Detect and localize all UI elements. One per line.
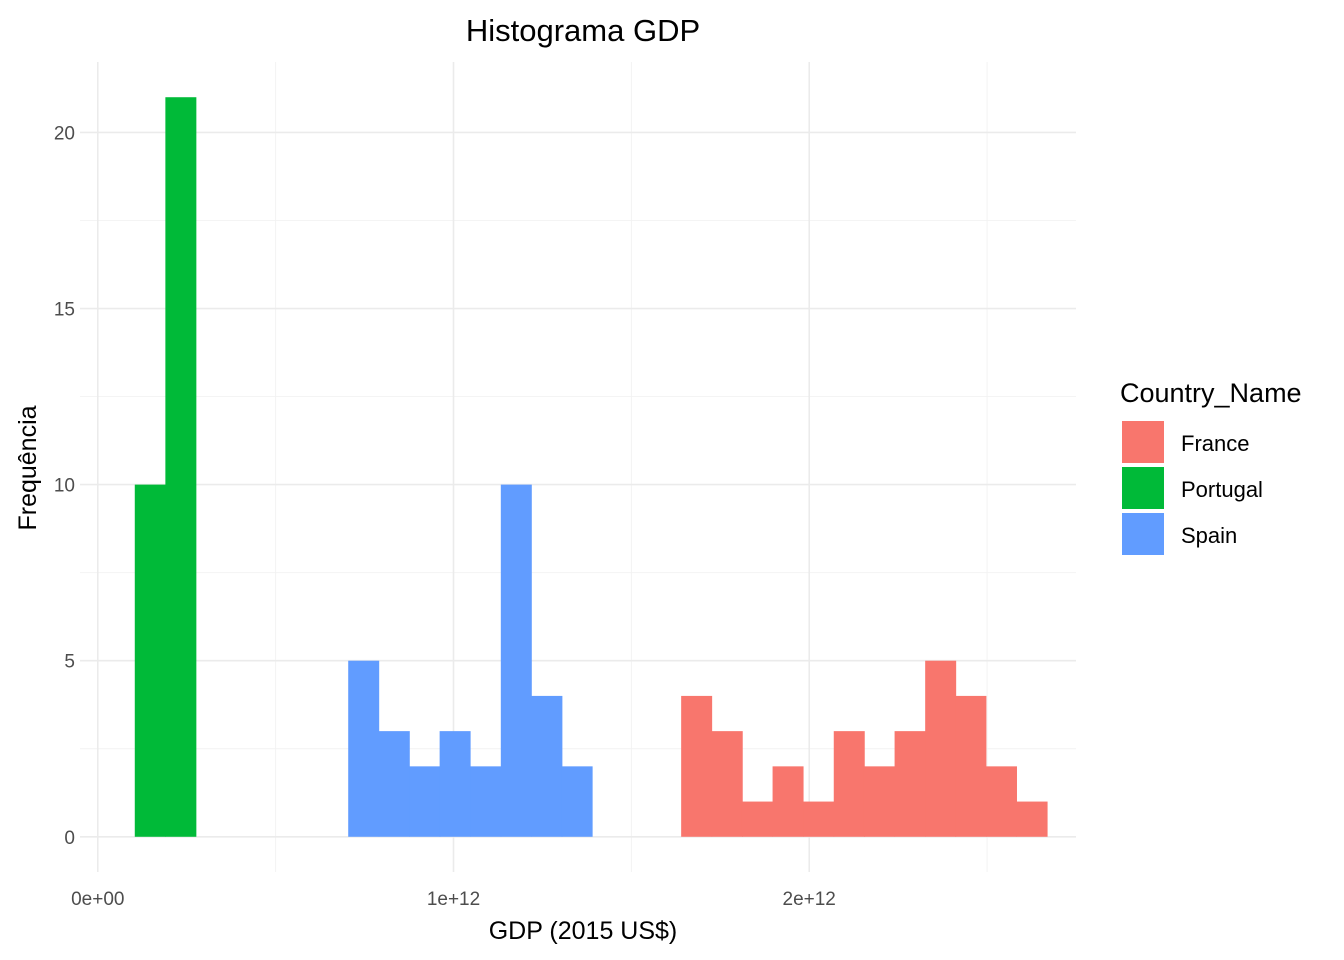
y-tick-label: 10 — [54, 476, 75, 497]
histogram-bar-spain — [409, 766, 441, 837]
legend-key-portugal — [1122, 467, 1164, 509]
histogram-bar-france — [833, 731, 865, 837]
x-tick-label: 2e+12 — [783, 889, 836, 910]
histogram-bar-france — [863, 766, 895, 837]
x-axis-ticks: 0e+00 1e+12 2e+12 — [71, 889, 836, 910]
y-tick-label: 0 — [64, 828, 75, 849]
histogram-bar-spain — [378, 731, 410, 837]
histogram-bar-france — [894, 731, 926, 837]
legend-entries: France Portugal Spain — [1122, 421, 1263, 555]
histogram-bar-spain — [470, 766, 502, 837]
histogram-bar-france — [986, 766, 1017, 837]
legend-key-spain — [1122, 513, 1164, 555]
histogram-bar-france — [803, 801, 835, 837]
histogram-bar-france — [711, 731, 743, 837]
y-tick-label: 5 — [64, 652, 75, 673]
y-tick-label: 15 — [54, 300, 75, 321]
x-axis-title: GDP (2015 US$) — [489, 917, 678, 945]
y-axis-title: Frequência — [14, 405, 42, 530]
histogram-bar-spain — [531, 695, 563, 837]
histogram-bar-france — [955, 695, 987, 837]
legend-key-france — [1122, 421, 1164, 463]
histogram-bar-spain — [561, 766, 593, 837]
histogram-bars — [134, 97, 1048, 837]
x-tick-label: 1e+12 — [427, 889, 480, 910]
histogram-bar-france — [1016, 801, 1048, 837]
histogram-bar-france — [772, 766, 804, 837]
histogram-bar-spain — [500, 484, 532, 837]
legend-label-portugal: Portugal — [1181, 477, 1263, 502]
legend-label-france: France — [1181, 431, 1249, 456]
legend: Country_Name France Portugal Spain — [1120, 378, 1302, 555]
legend-title: Country_Name — [1120, 378, 1302, 408]
histogram-bar-france — [741, 801, 773, 837]
histogram-bar-spain — [439, 731, 471, 837]
histogram-bar-france — [925, 660, 957, 837]
chart-title: Histograma GDP — [466, 13, 700, 48]
histogram-bar-france — [681, 695, 713, 837]
histogram-bar-portugal — [165, 97, 197, 837]
y-axis-ticks: 0 5 10 15 20 — [54, 123, 75, 848]
histogram-bar-spain — [348, 660, 380, 837]
y-tick-label: 20 — [54, 123, 75, 144]
x-tick-label: 0e+00 — [71, 889, 124, 910]
histogram-bar-portugal — [134, 484, 166, 837]
legend-label-spain: Spain — [1181, 523, 1237, 548]
